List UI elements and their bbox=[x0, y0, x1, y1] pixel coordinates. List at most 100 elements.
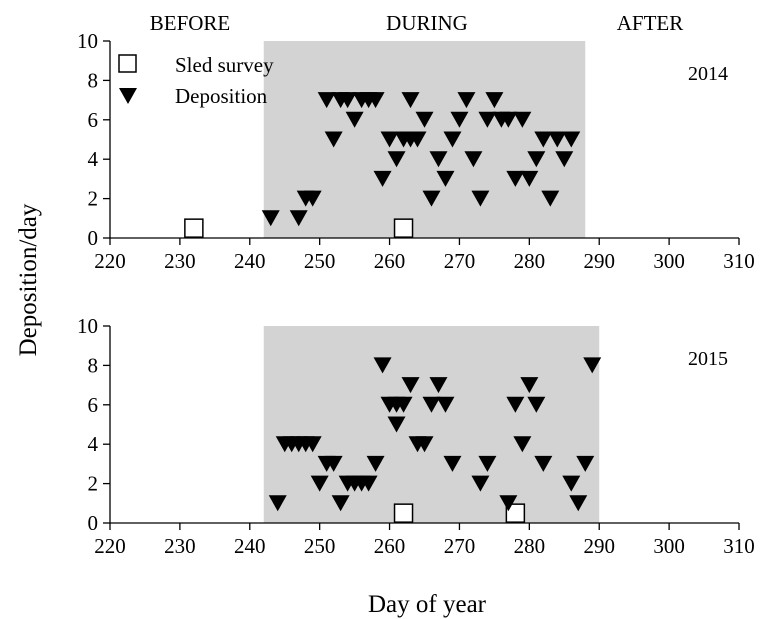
deposition-point bbox=[499, 495, 518, 512]
deposition-point bbox=[366, 92, 385, 109]
deposition-point bbox=[548, 131, 567, 148]
deposition-point bbox=[520, 170, 539, 187]
deposition-point bbox=[436, 396, 455, 413]
deposition-point bbox=[478, 111, 497, 128]
x-tick-label: 300 bbox=[653, 534, 685, 558]
year-label: 2015 bbox=[688, 348, 728, 370]
deposition-point bbox=[366, 455, 385, 472]
deposition-point bbox=[429, 377, 448, 394]
deposition-point bbox=[261, 210, 280, 227]
deposition-point bbox=[464, 151, 483, 168]
x-tick-label: 220 bbox=[94, 249, 126, 273]
x-tick-label: 280 bbox=[514, 249, 546, 273]
y-tick-label: 6 bbox=[88, 108, 99, 132]
panel-2015: 220 230 240 250 260 270 280 290 300 310 0 2 4 6 8 10 201… bbox=[77, 314, 755, 558]
deposition-point bbox=[513, 111, 532, 128]
deposition-point bbox=[478, 455, 497, 472]
deposition-point bbox=[408, 131, 427, 148]
deposition-point bbox=[268, 495, 287, 512]
shaded-period bbox=[263, 326, 600, 523]
deposition-point bbox=[401, 92, 420, 109]
deposition-point bbox=[324, 131, 343, 148]
sled-survey-point bbox=[505, 503, 526, 523]
deposition-point bbox=[415, 436, 434, 453]
deposition-point bbox=[527, 396, 546, 413]
y-tick-label: 0 bbox=[88, 226, 99, 250]
x-tick-label: 260 bbox=[374, 534, 406, 558]
deposition-point bbox=[415, 111, 434, 128]
legend: Sled survey Deposition bbox=[118, 53, 274, 108]
deposition-point bbox=[310, 475, 329, 492]
x-tick-label: 230 bbox=[164, 534, 196, 558]
deposition-point bbox=[373, 170, 392, 187]
legend-deposition-marker bbox=[119, 88, 137, 104]
deposition-point bbox=[562, 131, 581, 148]
x-tick-label: 270 bbox=[444, 534, 476, 558]
deposition-point bbox=[506, 396, 525, 413]
y-tick-label: 4 bbox=[88, 147, 99, 171]
sled-survey-point bbox=[393, 218, 414, 238]
x-tick-label: 220 bbox=[94, 534, 126, 558]
sled-survey-point bbox=[393, 503, 414, 523]
deposition-point bbox=[527, 151, 546, 168]
deposition-point bbox=[569, 495, 588, 512]
deposition-point bbox=[401, 377, 420, 394]
deposition-point bbox=[289, 210, 308, 227]
deposition-point bbox=[443, 455, 462, 472]
x-tick-label: 310 bbox=[723, 534, 755, 558]
x-tick-label: 280 bbox=[514, 534, 546, 558]
y-tick-label: 10 bbox=[77, 29, 98, 53]
y-tick-label: 10 bbox=[77, 314, 98, 338]
legend-sled-marker bbox=[118, 54, 137, 73]
deposition-point bbox=[373, 357, 392, 374]
x-tick-label: 300 bbox=[653, 249, 685, 273]
deposition-point bbox=[485, 92, 504, 109]
deposition-point bbox=[541, 190, 560, 207]
x-tick-label: 240 bbox=[234, 249, 266, 273]
deposition-point bbox=[345, 111, 364, 128]
x-tick-label: 310 bbox=[723, 249, 755, 273]
y-tick-label: 2 bbox=[88, 472, 99, 496]
year-label: 2014 bbox=[688, 63, 728, 85]
deposition-point bbox=[422, 190, 441, 207]
deposition-point bbox=[380, 131, 399, 148]
deposition-point bbox=[359, 475, 378, 492]
deposition-point bbox=[471, 475, 490, 492]
x-tick-label: 230 bbox=[164, 249, 196, 273]
shaded-period bbox=[263, 41, 586, 238]
legend-deposition-label: Deposition bbox=[175, 84, 268, 108]
deposition-point bbox=[303, 436, 322, 453]
period-label-after: AFTER bbox=[617, 11, 684, 35]
deposition-point bbox=[450, 111, 469, 128]
deposition-point bbox=[324, 455, 343, 472]
deposition-point bbox=[499, 111, 518, 128]
x-tick-label: 260 bbox=[374, 249, 406, 273]
y-tick-label: 6 bbox=[88, 393, 99, 417]
deposition-point bbox=[338, 92, 357, 109]
deposition-point bbox=[583, 357, 602, 374]
deposition-point bbox=[513, 436, 532, 453]
deposition-point bbox=[422, 396, 441, 413]
x-tick-label: 240 bbox=[234, 534, 266, 558]
deposition-point bbox=[303, 190, 322, 207]
x-axis-title: Day of year bbox=[368, 591, 487, 618]
sled-survey-point bbox=[184, 218, 204, 238]
deposition-point bbox=[331, 495, 350, 512]
y-tick-label: 2 bbox=[88, 187, 99, 211]
deposition-point bbox=[562, 475, 581, 492]
deposition-point bbox=[520, 377, 539, 394]
period-label-before: BEFORE bbox=[150, 11, 231, 35]
deposition-point bbox=[387, 151, 406, 168]
x-tick-label: 270 bbox=[444, 249, 476, 273]
x-tick-label: 290 bbox=[583, 249, 615, 273]
deposition-point bbox=[436, 170, 455, 187]
period-label-during: DURING bbox=[386, 11, 468, 35]
deposition-point bbox=[429, 151, 448, 168]
deposition-point bbox=[576, 455, 595, 472]
deposition-point bbox=[534, 455, 553, 472]
x-tick-label: 290 bbox=[583, 534, 615, 558]
deposition-point bbox=[443, 131, 462, 148]
deposition-point bbox=[394, 396, 413, 413]
x-tick-label: 250 bbox=[304, 534, 336, 558]
